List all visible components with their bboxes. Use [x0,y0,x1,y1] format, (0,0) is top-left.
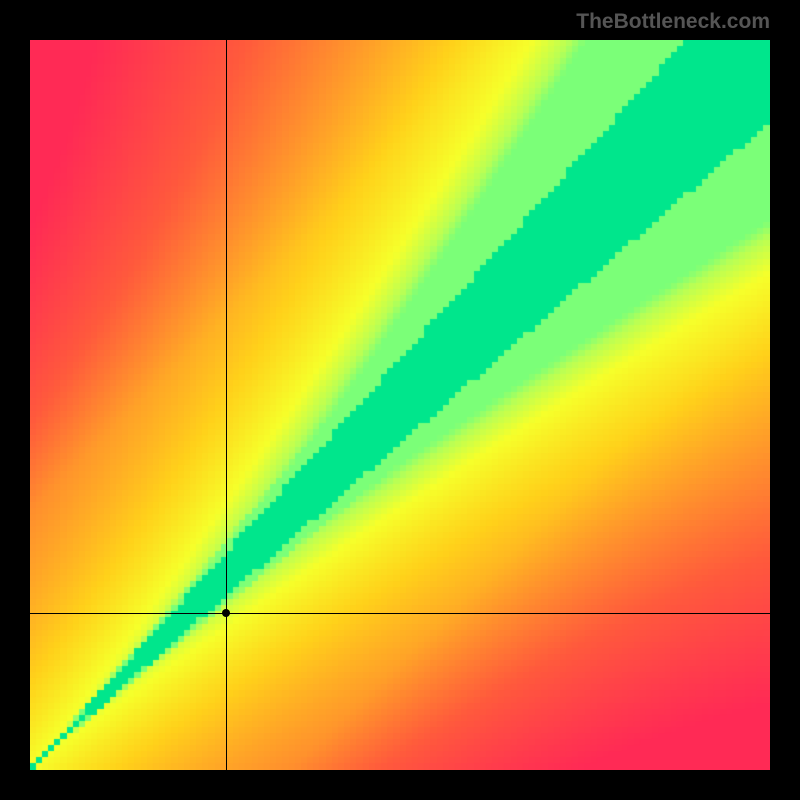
plot-area [30,40,770,770]
watermark-text: TheBottleneck.com [576,10,770,34]
figure-root: TheBottleneck.com [0,0,800,800]
heatmap-canvas [30,40,770,770]
